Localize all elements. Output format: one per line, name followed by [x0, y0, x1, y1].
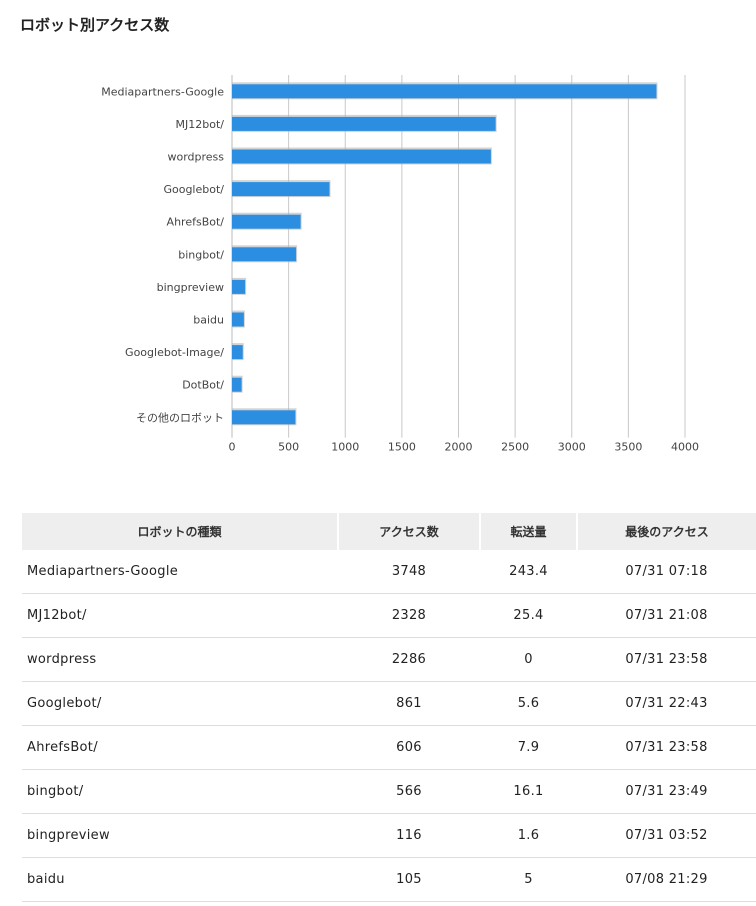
header-last-access: 最後のアクセス [577, 513, 756, 550]
category-label: Googlebot-Image/ [125, 346, 224, 359]
last-access-cell: 07/31 22:43 [577, 681, 756, 726]
robot-name-cell: baidu [22, 857, 338, 902]
category-label: その他のロボット [136, 411, 224, 424]
category-label: wordpress [167, 151, 224, 164]
bar [232, 247, 297, 262]
table-row: Googlebot/ 861 5.6 07/31 22:43 [22, 681, 756, 726]
last-access-cell: 07/08 21:29 [577, 857, 756, 902]
transfer-cell: 25.4 [480, 593, 577, 638]
last-access-cell: 07/31 23:49 [577, 769, 756, 814]
robot-name-cell: MJ12bot/ [22, 593, 338, 638]
bar [232, 410, 296, 425]
x-tick-label: 2500 [501, 441, 529, 454]
header-robot-type: ロボットの種類 [22, 513, 339, 550]
robot-access-table: ロボットの種類 アクセス数 転送量 最後のアクセス Mediapartners-… [22, 513, 756, 902]
category-label: AhrefsBot/ [167, 216, 225, 229]
transfer-cell: 5.6 [480, 681, 577, 726]
table-row: baidu 105 5 07/08 21:29 [22, 857, 756, 902]
table-row: bingbot/ 566 16.1 07/31 23:49 [22, 769, 756, 814]
chart-x-tick-labels: 0 500 1000 1500 2000 2500 3000 3500 4000 [229, 441, 700, 454]
bar [232, 312, 244, 327]
access-count-cell: 2286 [338, 637, 480, 682]
table-row: Mediapartners-Google 3748 243.4 07/31 07… [22, 550, 756, 594]
category-label: Mediapartners-Google [101, 85, 224, 98]
access-count-cell: 606 [338, 725, 480, 770]
access-count-cell: 105 [338, 857, 480, 902]
header-access-count: アクセス数 [338, 513, 481, 550]
robot-name-cell: bingpreview [22, 813, 338, 858]
table-row: AhrefsBot/ 606 7.9 07/31 23:58 [22, 725, 756, 770]
transfer-cell: 0 [480, 637, 577, 682]
category-label: bingbot/ [178, 248, 224, 261]
transfer-cell: 16.1 [480, 769, 577, 814]
chart-category-labels: Mediapartners-Google MJ12bot/wordpress Goo… [101, 85, 224, 424]
x-tick-label: 1500 [388, 441, 416, 454]
robot-name-cell: AhrefsBot/ [22, 725, 338, 770]
x-tick-label: 4000 [671, 441, 699, 454]
bar [232, 149, 491, 164]
robot-name-cell: Mediapartners-Google [22, 550, 338, 594]
access-count-cell: 116 [338, 813, 480, 858]
last-access-cell: 07/31 23:58 [577, 725, 756, 770]
robot-name-cell: Googlebot/ [22, 681, 338, 726]
robot-access-bar-chart: Mediapartners-Google MJ12bot/wordpress Goo… [101, 75, 700, 454]
category-label: bingpreview [157, 281, 224, 294]
bar [232, 214, 301, 229]
x-tick-label: 2000 [445, 441, 473, 454]
table-row: MJ12bot/ 2328 25.4 07/31 21:08 [22, 593, 756, 638]
access-count-cell: 566 [338, 769, 480, 814]
bar [232, 116, 496, 131]
transfer-cell: 7.9 [480, 725, 577, 770]
x-tick-label: 0 [229, 441, 236, 454]
bar [232, 182, 330, 197]
category-label: DotBot/ [182, 379, 224, 392]
transfer-cell: 5 [480, 857, 577, 902]
last-access-cell: 07/31 23:58 [577, 637, 756, 682]
table-row: bingpreview 116 1.6 07/31 03:52 [22, 813, 756, 858]
chart-gridlines [231, 75, 686, 438]
page-title: ロボット別アクセス数 [20, 16, 170, 34]
access-count-cell: 861 [338, 681, 480, 726]
last-access-cell: 07/31 03:52 [577, 813, 756, 858]
last-access-cell: 07/31 07:18 [577, 550, 756, 594]
category-label: Googlebot/ [163, 183, 224, 196]
transfer-cell: 1.6 [480, 813, 577, 858]
bar [232, 279, 246, 294]
table-header-row: ロボットの種類 アクセス数 転送量 最後のアクセス [22, 513, 756, 550]
category-label: MJ12bot/ [176, 118, 225, 131]
bar [232, 345, 243, 360]
header-transfer-amount: 転送量 [480, 513, 578, 550]
table-row: wordpress 2286 0 07/31 23:58 [22, 637, 756, 682]
x-tick-label: 1000 [331, 441, 359, 454]
transfer-cell: 243.4 [480, 550, 577, 594]
robot-table-container: ロボットの種類 アクセス数 転送量 最後のアクセス Mediapartners-… [22, 513, 756, 902]
access-count-cell: 2328 [338, 593, 480, 638]
robot-name-cell: wordpress [22, 637, 338, 682]
chart-bars [232, 82, 658, 426]
x-tick-label: 3500 [614, 441, 642, 454]
bar [232, 377, 242, 392]
access-count-cell: 3748 [338, 550, 480, 594]
robot-name-cell: bingbot/ [22, 769, 338, 814]
x-tick-label: 500 [278, 441, 299, 454]
bar [232, 84, 657, 99]
category-label: baidu [193, 314, 224, 327]
x-tick-label: 3000 [558, 441, 586, 454]
last-access-cell: 07/31 21:08 [577, 593, 756, 638]
